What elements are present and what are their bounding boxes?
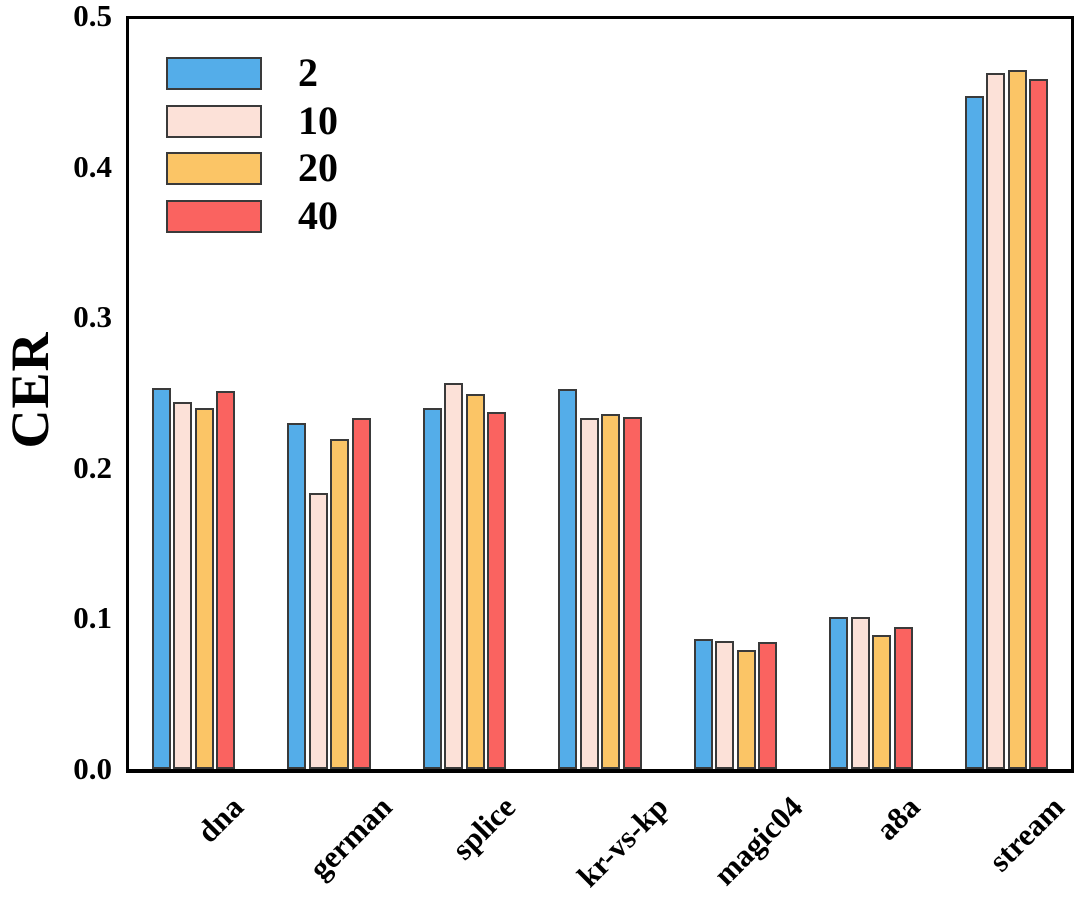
bar-german-20	[330, 439, 350, 769]
bar-stream-10	[986, 73, 1006, 769]
bar-kr-vs-kp-40	[622, 416, 642, 769]
bar-splice-2	[422, 407, 442, 769]
y-axis-label: CER	[0, 331, 60, 449]
plot-area	[126, 16, 1074, 773]
legend-swatch-40	[166, 199, 262, 233]
bar-kr-vs-kp-2	[558, 389, 578, 769]
bar-splice-20	[465, 394, 485, 769]
x-tick-label-magic04: magic04	[706, 789, 810, 892]
y-tick-label: 0.4	[73, 148, 112, 184]
bar-german-10	[308, 493, 328, 769]
x-tick-label-german: german	[302, 789, 399, 886]
bar-dna-20	[194, 407, 214, 769]
y-tick-label: 0.5	[73, 0, 112, 33]
bar-german-2	[287, 422, 307, 769]
bar-kr-vs-kp-20	[601, 413, 621, 769]
bar-magic04-2	[693, 639, 713, 769]
legend-label-2: 2	[298, 50, 318, 95]
bar-a8a-40	[893, 627, 913, 769]
y-tick-label: 0.1	[73, 600, 112, 636]
y-tick-label: 0.2	[73, 449, 112, 485]
legend-label-10: 10	[298, 97, 338, 143]
bar-kr-vs-kp-10	[579, 418, 599, 769]
bar-german-40	[351, 418, 371, 769]
bar-splice-10	[444, 383, 464, 769]
x-tick-label-splice: splice	[444, 789, 522, 867]
x-tick-label-stream: stream	[982, 789, 1071, 879]
bar-stream-40	[1029, 79, 1049, 769]
legend-swatch-10	[166, 104, 262, 138]
bar-a8a-10	[850, 616, 870, 769]
bar-a8a-20	[872, 634, 892, 769]
y-tick-label: 0.3	[73, 299, 112, 335]
legend-label-20: 20	[298, 145, 338, 190]
bar-a8a-2	[829, 616, 849, 769]
bar-dna-40	[216, 390, 236, 769]
bar-stream-2	[964, 95, 984, 769]
bar-magic04-20	[736, 650, 756, 769]
legend-swatch-2	[166, 57, 262, 90]
bar-stream-20	[1007, 70, 1027, 769]
bar-magic04-40	[758, 642, 778, 769]
bar-dna-2	[151, 387, 171, 769]
x-tick-label-dna: dna	[189, 789, 250, 850]
y-tick-label: 0.0	[73, 751, 112, 786]
bar-magic04-10	[715, 640, 735, 769]
x-tick-label-kr-vs-kp: kr-vs-kp	[570, 789, 675, 894]
x-tick-label-a8a: a8a	[868, 789, 927, 847]
legend-label-40: 40	[298, 192, 338, 238]
bar-splice-40	[487, 412, 507, 769]
bar-dna-10	[173, 401, 193, 769]
legend-swatch-20	[166, 152, 262, 185]
